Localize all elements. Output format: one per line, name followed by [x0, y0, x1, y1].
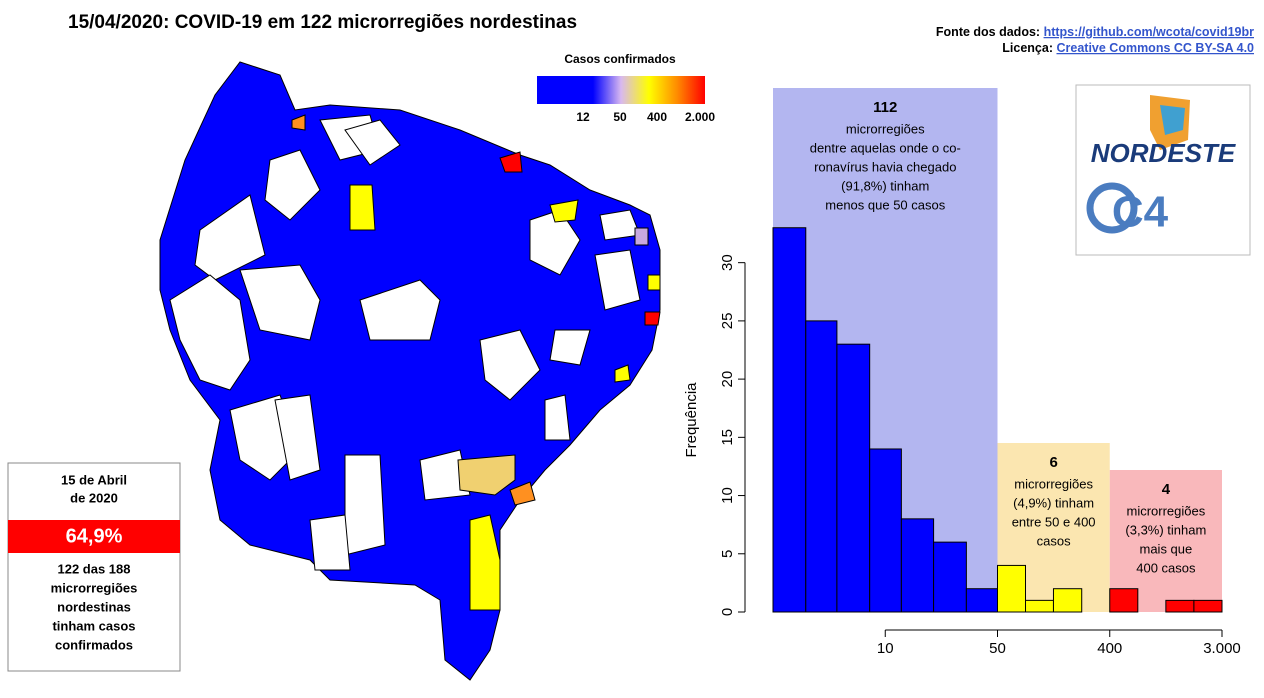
region-text: dentre aquelas onde o co-	[810, 140, 961, 155]
region-text: (3,3%) tinham	[1125, 522, 1206, 537]
summary-line: microrregiões	[51, 580, 138, 595]
bar	[965, 588, 999, 613]
bar	[900, 518, 935, 613]
legend-ticks: 12 50 400 2.000	[576, 110, 715, 124]
legend-colorbar	[537, 76, 705, 104]
license-link[interactable]: Creative Commons CC BY-SA 4.0	[1056, 41, 1254, 55]
summary-line: tinham casos	[52, 618, 135, 633]
region-text: microrregiões	[846, 121, 925, 136]
logo-subtitle: C4	[1112, 188, 1169, 237]
region-text: microrregiões	[1127, 503, 1206, 518]
bar	[772, 227, 807, 613]
summary-line: nordestinas	[57, 599, 131, 614]
bar	[805, 320, 838, 613]
legend-tick-label: 2.000	[685, 110, 715, 124]
region-text: 400 casos	[1136, 560, 1196, 575]
source-label: Fonte dos dados:	[936, 25, 1040, 39]
histogram: 112 microrregiões dentre aquelas onde o co…	[683, 88, 1241, 657]
logo-name: NORDESTE	[1091, 138, 1236, 168]
y-tick-label: 25	[719, 313, 736, 330]
summary-line: confirmados	[55, 637, 133, 652]
logo-ring	[1086, 182, 1138, 234]
map	[159, 61, 661, 681]
legend-tick-label: 50	[613, 110, 627, 124]
region-count: 6	[1049, 454, 1057, 471]
region-text: entre 50 e 400	[1012, 514, 1096, 529]
x-tick-label: 3.000	[1203, 640, 1241, 657]
legend-tick-label: 12	[576, 110, 590, 124]
region-text: microrregiões	[1014, 476, 1093, 491]
region-count: 4	[1162, 481, 1171, 498]
percent: 64,9%	[66, 525, 123, 547]
y-tick-label: 0	[719, 608, 736, 616]
region-text: (4,9%) tinham	[1013, 495, 1094, 510]
x-tick-label: 400	[1097, 640, 1122, 657]
region-text: menos que 50 casos	[825, 197, 945, 212]
summary-line: 122 das 188	[57, 561, 130, 576]
bar	[1025, 599, 1054, 613]
bar	[1109, 588, 1139, 613]
license: Licença: Creative Commons CC BY-SA 4.0	[1002, 41, 1254, 55]
source-link[interactable]: https://github.com/wcota/covid19br	[1044, 25, 1255, 39]
date-line: de 2020	[70, 490, 118, 505]
y-tick-label: 15	[719, 429, 736, 446]
bar	[1052, 588, 1083, 613]
y-axis-label: Frequência	[683, 382, 700, 458]
region-text: casos	[1037, 533, 1071, 548]
title: 15/04/2020: COVID-19 em 122 microrregiõe…	[68, 12, 577, 33]
summary-text: 122 das 188 microrregiões nordestinas tinha…	[51, 561, 138, 652]
y-tick-label: 5	[719, 550, 736, 558]
x-tick-label: 10	[877, 640, 894, 657]
bar	[997, 564, 1027, 613]
date-line: 15 de Abril	[61, 472, 127, 487]
bar	[1165, 599, 1195, 613]
logo: NORDESTE C4	[1075, 84, 1251, 256]
region-count: 112	[873, 99, 897, 116]
y-tick-label: 20	[719, 371, 736, 388]
bar	[869, 448, 902, 613]
bar	[836, 343, 871, 613]
logo-shape	[1160, 105, 1185, 135]
percent-band	[8, 520, 180, 553]
x-tick-label: 50	[989, 640, 1006, 657]
source: Fonte dos dados: https://github.com/wcot…	[936, 25, 1254, 39]
bar	[933, 541, 967, 613]
summary-frame	[7, 462, 181, 672]
bar	[1193, 599, 1223, 613]
legend-title: Casos confirmados	[564, 52, 676, 66]
y-tick-label: 30	[719, 254, 736, 271]
region-text: ronavírus havia chegado	[814, 159, 956, 174]
y-tick-label: 10	[719, 487, 736, 504]
region-text: (91,8%) tinham	[841, 178, 929, 193]
summary-box: 15 de Abril de 2020 64,9% 122 das 188 mic…	[7, 462, 181, 672]
region-text: mais que	[1140, 541, 1193, 556]
license-label: Licença:	[1002, 41, 1053, 55]
legend-tick-label: 400	[647, 110, 667, 124]
